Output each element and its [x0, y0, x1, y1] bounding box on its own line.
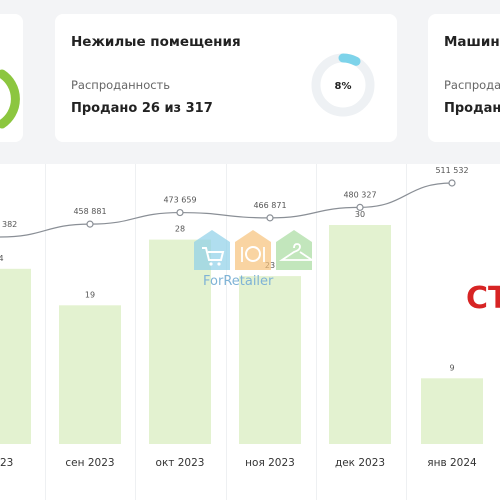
bar	[329, 225, 391, 444]
summary-card-parking: Машино Распродан Продано	[428, 14, 500, 142]
bar	[149, 239, 211, 444]
x-axis-label: янв 2024	[427, 457, 477, 469]
line-value-label: 382	[2, 220, 17, 229]
line-point	[356, 203, 364, 211]
line-point	[176, 208, 184, 217]
column-divider	[226, 164, 227, 500]
column-divider	[406, 164, 407, 500]
progress-percent: 8%	[335, 81, 352, 92]
card-value: Продано 26 из 317	[71, 101, 213, 116]
dish-icon	[235, 230, 271, 270]
line-value-label: 458 881	[73, 207, 106, 216]
cart-icon	[194, 230, 230, 270]
line-series	[0, 182, 453, 238]
line-value-label: 473 659	[163, 196, 196, 205]
forretailer-logo	[194, 230, 315, 270]
card-title: Машино	[444, 34, 500, 50]
gauge-arc	[0, 69, 20, 129]
x-axis-label: 2023	[0, 457, 13, 469]
card-value: Продано	[444, 101, 500, 116]
line-point	[86, 220, 94, 228]
hanger-icon	[276, 230, 315, 270]
bar-value-label: 9	[449, 363, 454, 372]
stamp-text: СТ	[466, 281, 500, 316]
watermark-text: ForRetailer	[203, 274, 274, 289]
x-axis-label: дек 2023	[335, 457, 385, 469]
column-divider	[45, 164, 46, 500]
x-axis-label: окт 2023	[156, 457, 205, 469]
x-axis-label: ноя 2023	[245, 457, 295, 469]
bar-value-label: 30	[355, 210, 365, 219]
progress-ring: 8%	[311, 53, 375, 117]
line-value-label: 511 532	[435, 166, 468, 175]
line-point	[448, 179, 456, 187]
bar	[421, 378, 483, 444]
column-divider	[135, 164, 136, 500]
column-divider	[316, 164, 317, 500]
line-value-label: 466 871	[253, 201, 286, 210]
bar	[0, 268, 31, 444]
bar	[59, 305, 121, 444]
bar-value-label: 4	[0, 254, 4, 263]
summary-card-residential	[0, 14, 23, 142]
card-title: Нежилые помещения	[71, 34, 241, 50]
line-value-label: 480 327	[343, 190, 376, 199]
progress-gauge	[0, 69, 20, 129]
card-label: Распродан	[444, 78, 500, 92]
summary-card-commercial: Нежилые помещения Распроданность Продано…	[55, 14, 397, 142]
card-label: Распроданность	[71, 78, 171, 92]
bar-value-label: 19	[85, 290, 95, 299]
x-axis-label: сен 2023	[65, 457, 114, 469]
bar	[239, 276, 301, 444]
bar-value-label: 28	[175, 225, 185, 234]
progress-ring-fill	[311, 53, 375, 117]
line-point	[266, 214, 274, 222]
